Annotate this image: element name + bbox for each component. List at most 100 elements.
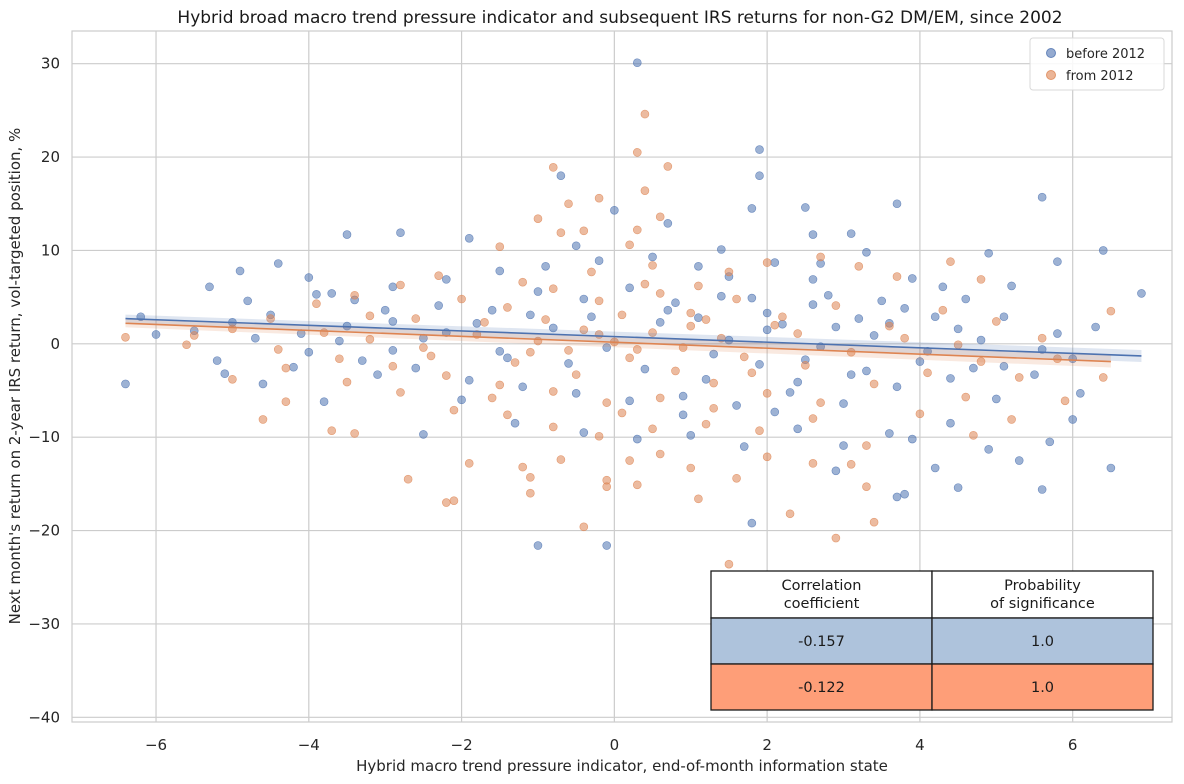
data-point: [1053, 329, 1062, 338]
data-point: [938, 305, 948, 315]
data-point: [892, 492, 902, 502]
table-header-cell: [710, 570, 933, 619]
regression-lines: [125, 314, 1142, 368]
data-point: [503, 303, 512, 312]
data-point: [961, 392, 971, 402]
data-point: [632, 434, 642, 444]
data-point: [709, 403, 718, 413]
data-point: [717, 291, 726, 301]
data-point: [640, 186, 650, 195]
data-point: [1037, 192, 1047, 202]
data-point: [755, 145, 764, 154]
data-point: [243, 296, 252, 306]
data-point: [632, 345, 642, 354]
data-point: [594, 296, 604, 306]
data-point: [701, 375, 711, 384]
data-point: [785, 509, 795, 519]
data-point: [1037, 333, 1047, 343]
data-point: [571, 241, 581, 251]
data-point: [808, 275, 818, 284]
data-point: [579, 294, 589, 304]
data-point: [839, 399, 848, 408]
confidence-band: [125, 314, 1142, 362]
data-point: [289, 362, 298, 372]
data-point: [632, 225, 642, 235]
x-tick-label: −6: [145, 736, 167, 754]
table-cell-value: 1.0: [1031, 634, 1054, 650]
data-point: [533, 287, 543, 296]
data-point: [457, 294, 466, 304]
data-point: [992, 317, 1001, 326]
data-point: [266, 314, 275, 323]
data-point: [854, 314, 864, 323]
data-point: [701, 315, 711, 324]
data-point: [189, 331, 199, 340]
data-point: [411, 363, 421, 373]
data-point: [335, 354, 344, 364]
data-point: [304, 273, 314, 282]
data-point: [365, 334, 375, 344]
data-point: [762, 452, 772, 462]
chart-title: Hybrid broad macro trend pressure indica…: [177, 8, 1062, 28]
data-point: [396, 228, 405, 237]
data-point: [220, 369, 230, 378]
data-point: [548, 323, 558, 333]
data-point: [801, 203, 810, 212]
data-point: [709, 378, 718, 388]
data-point: [251, 333, 260, 343]
data-point: [892, 382, 902, 392]
data-point: [732, 294, 741, 304]
data-point: [228, 375, 237, 384]
table-header-cell: [931, 570, 1154, 619]
data-point: [862, 248, 871, 257]
data-point: [579, 522, 589, 532]
data-point: [831, 322, 841, 332]
data-point: [526, 488, 535, 498]
x-axis-ticks: −6 −4 −2 0 2 4 6: [145, 736, 1078, 754]
data-point: [648, 328, 657, 337]
data-point: [869, 331, 879, 340]
data-point: [464, 459, 474, 468]
data-point: [655, 289, 665, 298]
data-point: [541, 262, 550, 271]
data-point: [1007, 281, 1016, 291]
legend-box: [1029, 37, 1165, 91]
data-point: [823, 290, 833, 300]
data-point: [1060, 396, 1070, 406]
data-point: [747, 518, 757, 528]
data-point: [694, 313, 703, 322]
data-point: [526, 473, 535, 482]
data-point: [992, 394, 1001, 404]
data-point: [907, 434, 917, 444]
data-point: [312, 299, 321, 308]
y-tick-label: 10: [41, 241, 60, 259]
data-point: [999, 312, 1009, 322]
data-point: [839, 441, 848, 450]
data-point: [587, 312, 596, 322]
data-point: [579, 226, 589, 236]
table-header-text: Correlation: [782, 578, 862, 594]
data-point: [426, 351, 436, 361]
x-tick-label: 4: [915, 736, 925, 754]
y-tick-label: −30: [28, 615, 60, 633]
data-point: [617, 310, 627, 320]
legend-label: from 2012: [1066, 69, 1133, 84]
data-point: [885, 321, 894, 331]
data-point: [900, 304, 909, 313]
data-point: [739, 442, 749, 451]
plot-frame: [71, 30, 1173, 723]
data-point: [373, 370, 382, 379]
x-tick-label: −2: [451, 736, 473, 754]
data-point: [846, 459, 856, 469]
data-point: [1030, 370, 1039, 379]
data-point: [602, 398, 612, 407]
data-point: [518, 382, 527, 392]
data-point: [503, 410, 512, 420]
data-point: [121, 332, 130, 342]
data-point: [632, 480, 642, 490]
data-point: [663, 162, 673, 171]
data-point: [969, 363, 978, 373]
data-point: [877, 296, 887, 306]
data-point: [579, 325, 589, 335]
data-point: [930, 463, 940, 473]
